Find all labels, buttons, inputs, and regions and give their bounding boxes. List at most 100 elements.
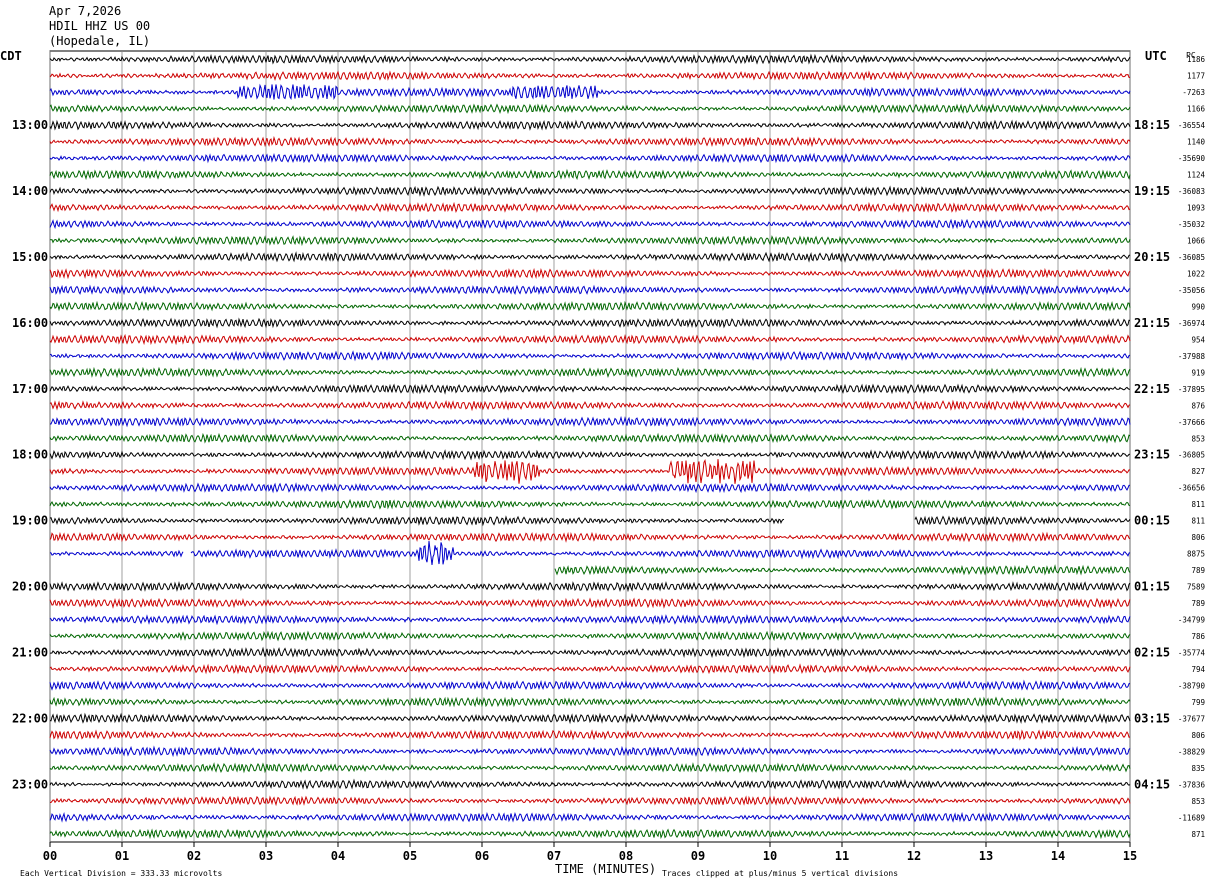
row-value-label: -35690: [1178, 154, 1206, 163]
x-tick-label: 13: [979, 849, 993, 863]
cdt-hour-label: 16:00: [12, 316, 48, 330]
utc-hour-label: 22:15: [1134, 382, 1170, 396]
x-tick-label: 12: [907, 849, 921, 863]
row-value-label: 1022: [1187, 269, 1205, 278]
seismic-trace: [49, 201, 1131, 214]
row-value-label: 919: [1191, 368, 1205, 377]
seismic-trace: [49, 745, 1131, 758]
seismic-trace: [49, 218, 1131, 230]
utc-hour-label: 19:15: [1134, 184, 1170, 198]
labels: 00 01 02 03 04 05 06 07 08 09 10 11 12 13 14 15 1186 1177…: [12, 55, 1205, 863]
row-value-label: 1186: [1187, 55, 1206, 64]
seismic-trace: [49, 103, 1131, 115]
utc-hour-label: 00:15: [1134, 514, 1170, 528]
row-value-label: 811: [1191, 500, 1205, 509]
seismic-trace: [49, 168, 1131, 181]
seismic-trace: [49, 540, 1131, 565]
row-value-label: 871: [1191, 830, 1205, 839]
seismic-trace: [49, 531, 1131, 543]
seismic-trace: [49, 366, 1131, 379]
cdt-hour-label: 20:00: [12, 580, 48, 594]
row-value-label: -35056: [1178, 286, 1206, 295]
row-value-label: 827: [1191, 467, 1205, 476]
traces: [49, 53, 1131, 840]
row-value-label: -36656: [1178, 484, 1206, 493]
row-value-label: 1066: [1187, 237, 1206, 246]
utc-hour-label: 20:15: [1134, 250, 1170, 264]
seismic-trace: [49, 432, 1131, 444]
row-value-label: 789: [1191, 566, 1205, 575]
cdt-hour-label: 23:00: [12, 777, 48, 791]
row-value-label: -35774: [1178, 648, 1206, 657]
footer-left-note: Each Vertical Division = 333.33 microvol…: [20, 869, 222, 878]
seismic-trace: [50, 415, 1131, 428]
utc-hour-label: 21:15: [1134, 316, 1170, 330]
seismic-trace: [49, 399, 1131, 412]
x-tick-label: 07: [547, 849, 561, 863]
row-value-label: 1166: [1187, 105, 1206, 114]
seismic-trace: [49, 135, 1131, 148]
utc-hour-label: 23:15: [1134, 448, 1170, 462]
seismic-trace: [49, 70, 1131, 82]
row-value-label: -37677: [1178, 714, 1205, 723]
seismic-trace: [49, 515, 1131, 527]
x-tick-label: 01: [115, 849, 129, 863]
seismic-trace: [49, 152, 1131, 164]
row-value-label: -38829: [1178, 747, 1205, 756]
row-value-label: 786: [1191, 632, 1205, 641]
row-value-label: 794: [1191, 665, 1205, 674]
row-value-label: 8875: [1187, 550, 1205, 559]
cdt-hour-label: 19:00: [12, 514, 48, 528]
seismic-trace: [49, 498, 1131, 510]
seismic-trace: [49, 614, 1131, 626]
seismic-trace: [49, 482, 1131, 494]
left-axis-label: CDT: [0, 49, 22, 63]
x-tick-label: 00: [43, 849, 57, 863]
row-value-label: -36805: [1178, 451, 1205, 460]
header-station: HDIL HHZ US 00: [49, 19, 151, 33]
cdt-hour-label: 17:00: [12, 382, 48, 396]
x-tick-label: 08: [619, 849, 633, 863]
row-value-label: 853: [1191, 434, 1205, 443]
row-value-label: 835: [1191, 764, 1205, 773]
row-value-label: -36554: [1178, 121, 1206, 130]
seismic-trace: [49, 581, 1131, 593]
seismic-trace: [49, 679, 1131, 691]
row-value-label: -37895: [1178, 385, 1205, 394]
row-value-label: 811: [1191, 517, 1205, 526]
x-tick-label: 10: [763, 849, 777, 863]
row-value-label: 876: [1191, 401, 1205, 410]
row-value-label: 789: [1191, 599, 1205, 608]
seismic-trace: [49, 762, 1131, 774]
row-value-label: 1124: [1187, 171, 1206, 180]
row-value-label: -37836: [1178, 780, 1206, 789]
x-tick-label: 02: [187, 849, 201, 863]
right-axis-label: UTC: [1145, 49, 1167, 63]
x-tick-label: 05: [403, 849, 417, 863]
row-value-label: 806: [1191, 533, 1205, 542]
grid: [49, 50, 1131, 847]
seismic-trace: [49, 696, 1131, 708]
utc-hour-label: 18:15: [1134, 118, 1170, 132]
header-location: (Hopedale, IL): [49, 34, 151, 48]
row-value-label: -35032: [1178, 220, 1205, 229]
seismic-trace: [49, 449, 1131, 461]
row-value-label: -36085: [1178, 253, 1205, 262]
seismic-trace: [49, 663, 1131, 675]
footer-right-note: Traces clipped at plus/minus 5 vertical …: [662, 869, 898, 878]
seismic-trace: [49, 811, 1131, 823]
seismic-trace: [554, 564, 1131, 576]
row-value-label: -37666: [1178, 418, 1206, 427]
row-value-label: 954: [1191, 335, 1205, 344]
x-axis-title: TIME (MINUTES): [555, 862, 656, 876]
seismic-trace: [49, 235, 1131, 247]
seismic-trace: [49, 597, 1131, 609]
seismic-trace: [49, 83, 1131, 101]
seismic-trace: [49, 458, 1131, 484]
seismic-trace: [49, 729, 1131, 741]
corner-tag: PC: [1186, 51, 1196, 60]
seismic-trace: [49, 383, 1130, 395]
x-tick-label: 14: [1051, 849, 1065, 863]
utc-hour-label: 01:15: [1134, 580, 1170, 594]
